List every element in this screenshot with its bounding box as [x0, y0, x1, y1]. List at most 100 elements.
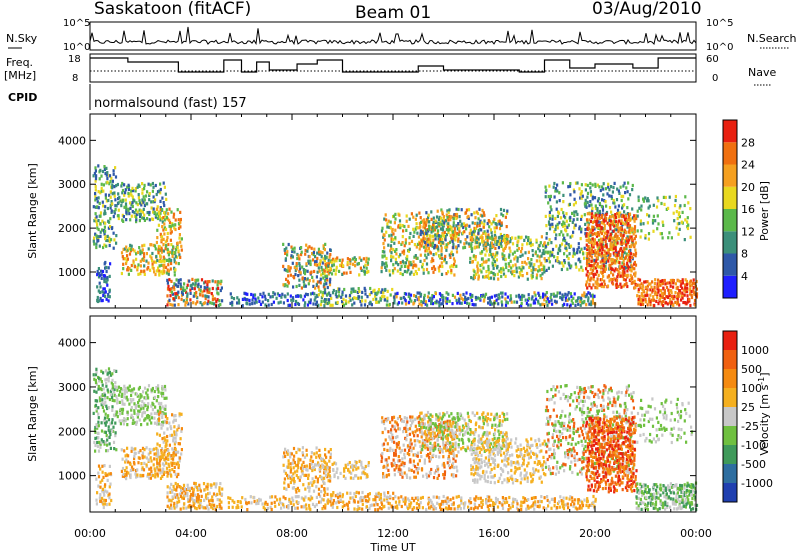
data-cell	[175, 473, 177, 476]
data-cell	[639, 279, 641, 282]
data-cell	[164, 186, 166, 189]
data-cell	[95, 243, 97, 246]
data-cell	[250, 495, 252, 498]
data-cell	[432, 239, 434, 242]
data-cell	[282, 503, 284, 506]
data-cell	[151, 206, 153, 209]
data-cell	[448, 208, 450, 211]
data-cell	[311, 497, 313, 500]
data-cell	[134, 265, 136, 268]
data-cell	[390, 221, 392, 224]
data-cell	[189, 289, 191, 292]
data-cell	[540, 241, 542, 244]
data-cell	[329, 248, 331, 251]
data-cell	[624, 222, 626, 225]
data-cell	[170, 474, 172, 477]
data-cell	[170, 454, 172, 457]
data-cell	[161, 248, 163, 251]
colorbar-tick: 28	[741, 136, 755, 149]
data-cell	[662, 224, 664, 227]
data-cell	[433, 253, 435, 256]
data-cell	[180, 489, 182, 492]
data-cell	[158, 417, 160, 420]
data-cell	[390, 293, 392, 296]
data-cell	[206, 505, 208, 508]
data-cell	[629, 256, 631, 259]
data-cell	[135, 404, 137, 407]
data-cell	[450, 269, 452, 272]
data-cell	[280, 296, 282, 299]
data-cell	[565, 247, 567, 250]
data-cell	[232, 506, 234, 509]
data-cell	[299, 267, 301, 270]
data-cell	[475, 303, 477, 306]
data-cell	[287, 466, 289, 469]
data-cell	[691, 294, 693, 297]
data-cell	[173, 485, 175, 488]
data-cell	[442, 241, 444, 244]
data-cell	[498, 246, 500, 249]
data-cell	[646, 294, 648, 297]
data-cell	[403, 296, 405, 299]
data-cell	[108, 266, 110, 269]
data-cell	[126, 447, 128, 450]
data-cell	[392, 263, 394, 266]
data-cell	[97, 421, 99, 424]
data-cell	[102, 384, 104, 387]
data-cell	[96, 223, 98, 226]
data-cell	[129, 201, 131, 204]
data-cell	[158, 251, 160, 254]
data-cell	[170, 287, 172, 290]
data-cell	[501, 292, 503, 295]
data-cell	[593, 295, 595, 298]
data-cell	[101, 465, 103, 468]
data-cell	[605, 187, 607, 190]
data-cell	[328, 259, 330, 262]
data-cell	[309, 260, 311, 263]
data-cell	[293, 503, 295, 506]
data-cell	[450, 216, 452, 219]
data-cell	[271, 495, 273, 498]
data-cell	[299, 448, 301, 451]
data-cell	[562, 264, 564, 267]
data-cell	[588, 245, 590, 248]
data-cell	[478, 275, 480, 278]
data-cell	[488, 271, 490, 274]
data-cell	[313, 270, 315, 273]
data-cell	[647, 221, 649, 224]
data-cell	[123, 422, 125, 425]
data-cell	[111, 418, 113, 421]
data-cell	[433, 217, 435, 220]
data-cell	[203, 499, 205, 502]
data-cell	[473, 270, 475, 273]
data-cell	[461, 223, 463, 226]
data-cell	[355, 297, 357, 300]
data-cell	[587, 184, 589, 187]
data-cell	[547, 242, 549, 245]
data-cell	[104, 417, 106, 420]
data-cell	[442, 299, 444, 302]
data-cell	[438, 241, 440, 244]
data-cell	[175, 448, 177, 451]
data-cell	[197, 279, 199, 282]
data-cell	[362, 496, 364, 499]
data-cell	[305, 285, 307, 288]
data-cell	[654, 286, 656, 289]
data-cell	[606, 252, 608, 255]
data-cell	[399, 272, 401, 275]
data-cell	[170, 267, 172, 270]
data-cell	[515, 295, 517, 298]
data-cell	[618, 271, 620, 274]
data-cell	[98, 465, 100, 468]
data-cell	[656, 227, 658, 230]
data-cell	[160, 423, 162, 426]
data-cell	[677, 292, 679, 295]
data-cell	[490, 277, 492, 280]
data-cell	[109, 295, 111, 298]
data-cell	[173, 425, 175, 428]
data-cell	[661, 232, 663, 235]
data-cell	[587, 275, 589, 278]
data-cell	[362, 503, 364, 506]
data-cell	[639, 284, 641, 287]
data-cell	[682, 301, 684, 304]
